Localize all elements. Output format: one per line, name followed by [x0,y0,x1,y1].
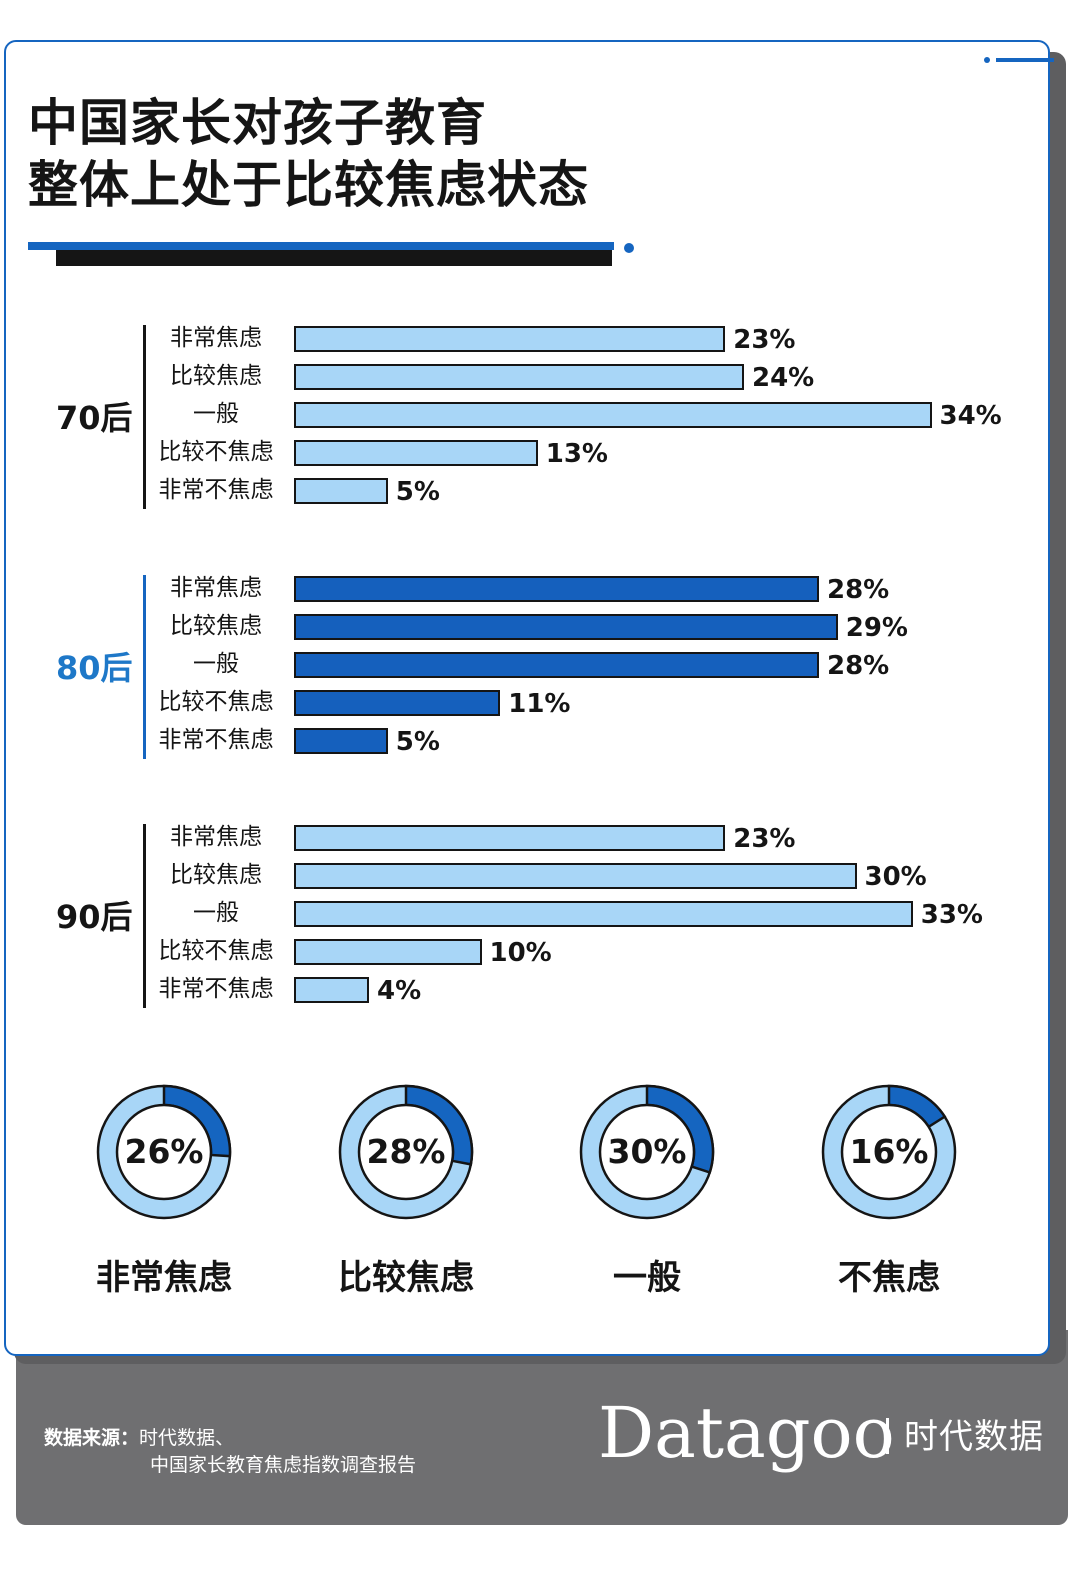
bar [294,614,838,640]
category-label: 一般 [193,900,239,926]
datagoo-logo: Datagoo [598,1392,895,1474]
bar [294,364,744,390]
donut-category-label: 比较焦虑 [338,1258,474,1298]
bar [294,440,538,466]
category-label: 比较不焦虑 [158,439,274,465]
bar [294,939,482,965]
donut-category-label: 非常焦虑 [96,1258,232,1298]
value-label: 29% [845,613,908,643]
category-label: 非常不焦虑 [158,477,274,503]
value-label: 28% [827,575,890,605]
bar [294,652,819,678]
bar [294,977,369,1003]
bar [294,901,913,927]
value-label: 33% [920,900,983,930]
donut-category-label: 一般 [613,1258,681,1298]
corner-accent-dot [984,57,990,63]
category-label: 非常不焦虑 [158,976,274,1002]
value-label: 13% [545,439,608,469]
category-label: 非常焦虑 [170,325,262,351]
category-label: 非常焦虑 [170,575,262,601]
category-label: 比较焦虑 [170,613,262,639]
donut-value-label: 16% [849,1132,929,1171]
corner-accent-line [996,58,1054,62]
value-label: 4% [377,976,422,1006]
bar [294,576,819,602]
value-label: 10% [489,938,552,968]
title-line-2: 整体上处于比较焦虑状态 [28,156,589,214]
group-divider-1 [143,575,146,759]
category-label: 比较不焦虑 [158,938,274,964]
source-line-2: 中国家长教育焦虑指数调查报告 [150,1454,417,1476]
value-label: 24% [752,363,815,393]
value-label: 23% [733,824,796,854]
bar [294,825,726,851]
value-label: 5% [395,477,440,507]
category-label: 一般 [193,401,239,427]
value-label: 28% [827,651,890,681]
category-label: 比较不焦虑 [158,689,274,715]
page-title: 中国家长对孩子教育 整体上处于比较焦虑状态 [28,92,589,216]
value-label: 34% [939,401,1002,431]
title-underline-blue [28,242,614,250]
logo-separator [886,1418,889,1454]
donut-value-label: 30% [607,1132,687,1171]
data-source: 数据来源：时代数据、 中国家长教育焦虑指数调查报告 [44,1425,416,1479]
category-label: 比较焦虑 [170,363,262,389]
bar [294,478,388,504]
donut-value-label: 28% [366,1132,446,1171]
donut-value-label: 26% [124,1132,204,1171]
bar [294,690,501,716]
category-label: 一般 [193,651,239,677]
title-underline-dot [624,243,634,253]
bar [294,728,388,754]
value-label: 11% [508,689,571,719]
bar [294,402,932,428]
bar [294,863,857,889]
value-label: 5% [395,727,440,757]
category-label: 比较焦虑 [170,862,262,888]
group-label: 80后 [56,649,133,687]
source-line-1: 时代数据、 [139,1427,235,1449]
value-label: 23% [733,325,796,355]
title-line-1: 中国家长对孩子教育 [28,94,487,152]
logo-chinese-text: 时代数据 [904,1417,1044,1457]
bar [294,326,726,352]
group-divider-0 [143,325,146,509]
group-label: 90后 [56,898,133,936]
title-underline-black [56,250,612,266]
category-label: 非常焦虑 [170,824,262,850]
category-label: 非常不焦虑 [158,727,274,753]
value-label: 30% [864,862,927,892]
source-label: 数据来源： [44,1427,140,1449]
donut-category-label: 不焦虑 [838,1258,940,1298]
group-label: 70后 [56,399,133,437]
group-divider-2 [143,824,146,1008]
